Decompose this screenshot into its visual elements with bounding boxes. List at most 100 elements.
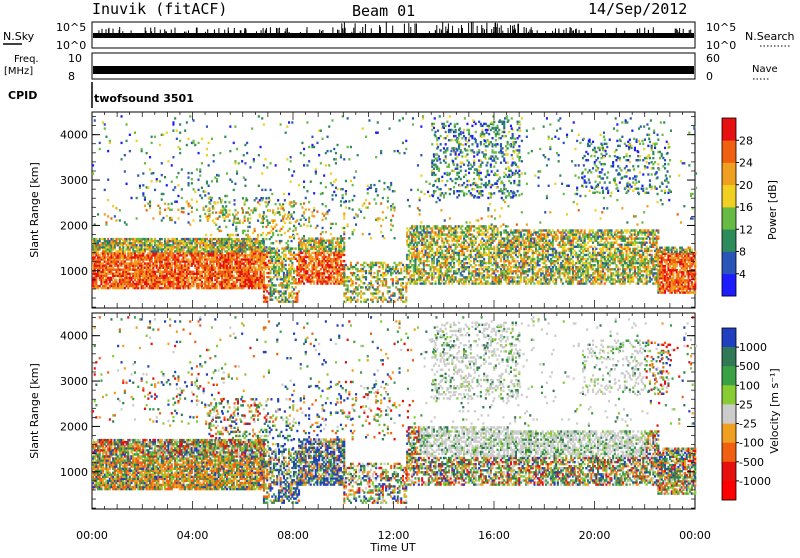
heatmap-cell (140, 242, 143, 245)
heatmap-cell (135, 239, 138, 243)
heatmap-cell (97, 248, 100, 251)
heatmap-cell (142, 264, 145, 267)
heatmap-cell (481, 237, 484, 240)
heatmap-cell (118, 248, 121, 251)
heatmap-cell (113, 284, 116, 288)
heatmap-cell (107, 286, 110, 290)
heatmap-cell (147, 256, 150, 259)
heatmap-cell (137, 239, 140, 243)
heatmap-cell (432, 257, 435, 261)
heatmap-cell (98, 256, 101, 259)
heatmap-cell (187, 258, 190, 261)
heatmap-cell (458, 268, 461, 271)
heatmap-cell (150, 248, 153, 251)
heatmap-cell (154, 252, 157, 255)
nsky-spike (415, 23, 417, 34)
heatmap-cell (105, 244, 108, 247)
nsky-spike (196, 27, 198, 34)
nsky-spike (493, 27, 495, 34)
heatmap-cell (98, 270, 101, 273)
heatmap-cell (351, 280, 354, 283)
heatmap-cell (356, 288, 359, 291)
heatmap-cell (113, 280, 116, 284)
heatmap-cell (486, 280, 489, 283)
nsky-spike (563, 29, 565, 34)
heatmap-cell (110, 276, 113, 280)
heatmap-cell (103, 264, 106, 267)
heatmap-cell (115, 256, 118, 259)
heatmap-cell (164, 274, 167, 278)
heatmap-cell (110, 248, 113, 251)
heatmap-cell (160, 237, 163, 241)
heatmap-cell (105, 242, 108, 245)
heatmap-cell (160, 280, 163, 284)
heatmap-cell (154, 260, 157, 263)
nsky-spike (319, 29, 321, 34)
heatmap-cell (113, 272, 116, 275)
heatmap-cell (125, 258, 128, 261)
heatmap-cell (118, 237, 121, 241)
heatmap-cell (128, 256, 131, 259)
heatmap-cell (128, 268, 131, 271)
heatmap-cell (293, 276, 296, 279)
heatmap-cell (496, 270, 499, 273)
heatmap-cell (123, 242, 126, 245)
heatmap-cell (92, 264, 95, 267)
heatmap-cell (333, 276, 336, 279)
heatmap-cell (513, 276, 516, 279)
heatmap-cell (105, 246, 108, 249)
nsky-spike (578, 29, 580, 34)
heatmap-cell (138, 254, 141, 257)
heatmap-cell (160, 286, 163, 290)
heatmap-cell (231, 260, 234, 263)
heatmap-cell (164, 256, 167, 259)
heatmap-cell (92, 244, 95, 247)
heatmap-cell (110, 270, 113, 273)
nsky-spike (461, 28, 463, 34)
heatmap-cell (92, 286, 95, 290)
heatmap-cell (221, 250, 224, 253)
heatmap-cell (102, 242, 105, 245)
heatmap-cell (446, 257, 449, 261)
nsky-spike (265, 30, 267, 34)
heatmap-cell (95, 274, 98, 278)
heatmap-cell (406, 239, 409, 242)
heatmap-cell (165, 260, 168, 263)
heatmap-cell (396, 298, 399, 301)
heatmap-cell (150, 284, 153, 288)
heatmap-cell (331, 239, 334, 242)
heatmap-cell (444, 245, 447, 248)
heatmap-cell (149, 276, 152, 280)
nsky-spike (207, 29, 209, 34)
heatmap-cell (108, 258, 111, 261)
heatmap-cell (137, 252, 140, 255)
heatmap-cell (147, 278, 150, 282)
heatmap-cell (108, 246, 111, 249)
heatmap-cell (321, 282, 324, 285)
heatmap-cell (102, 278, 105, 282)
heatmap-cell (128, 276, 131, 280)
heatmap-cell (363, 265, 366, 269)
heatmap-cell (296, 298, 299, 301)
heatmap-cell (98, 258, 101, 261)
heatmap-cell (138, 260, 141, 263)
heatmap-cell (164, 254, 167, 257)
heatmap-cell (167, 286, 170, 290)
cpid-value: twofsound 3501 (94, 92, 194, 105)
heatmap-cell (127, 242, 130, 245)
nsky-spike (639, 28, 641, 34)
heatmap-cell (125, 239, 128, 243)
heatmap-cell (123, 239, 126, 243)
heatmap-cell (164, 286, 167, 290)
heatmap-cell (143, 262, 146, 265)
heatmap-cell (271, 298, 274, 301)
nsky-spike (476, 25, 478, 34)
heatmap-cell (155, 266, 158, 269)
nsky-spike (624, 30, 626, 34)
heatmap-cell (125, 262, 128, 265)
heatmap-cell (138, 278, 141, 282)
heatmap-cell (489, 243, 492, 246)
heatmap-cell (110, 256, 113, 259)
heatmap-cell (108, 260, 111, 263)
heatmap-cell (138, 272, 141, 275)
